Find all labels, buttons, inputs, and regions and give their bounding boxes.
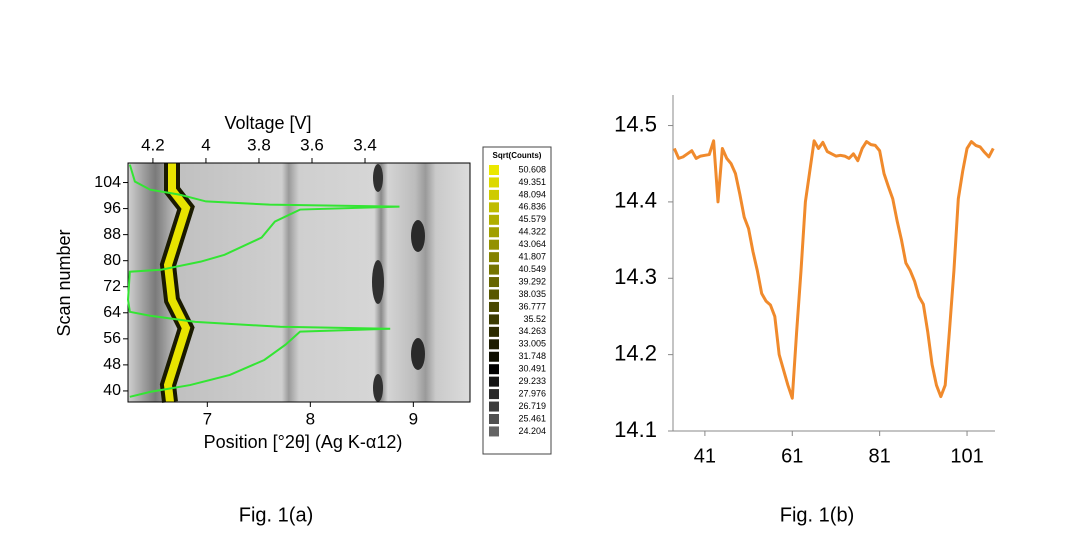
colorbar-swatch	[489, 277, 499, 288]
colorbar-swatch	[489, 364, 499, 375]
colorbar-label: 49.351	[518, 177, 546, 187]
colorbar-swatch	[489, 376, 499, 387]
colorbar-label: 46.836	[518, 202, 546, 212]
x2-axis-label: Voltage [V]	[224, 113, 311, 133]
colorbar-swatch	[489, 351, 499, 362]
heatmap-feature	[411, 338, 425, 370]
y-tick-label: 14.3	[614, 264, 657, 289]
x-tick-label: 81	[869, 445, 891, 467]
colorbar-label: 36.777	[518, 301, 546, 311]
y-tick-label: 56	[103, 330, 121, 347]
x-tick-label: 9	[409, 409, 418, 428]
y-tick-label: 80	[103, 252, 121, 269]
x2-tick-label: 4	[201, 135, 210, 154]
colorbar-label: 25.461	[518, 413, 546, 423]
colorbar-swatch	[489, 426, 499, 437]
colorbar-label: 38.035	[518, 289, 546, 299]
colorbar-label: 29.233	[518, 376, 546, 386]
y-tick-label: 104	[94, 174, 121, 191]
heatmap-feature	[411, 220, 425, 252]
voltage-curve	[126, 164, 400, 398]
colorbar-label: 26.719	[518, 401, 546, 411]
colorbar-swatch	[489, 326, 499, 337]
colorbar-swatch	[489, 414, 499, 424]
colorbar-swatch	[489, 314, 499, 325]
colorbar-label: 43.064	[518, 239, 546, 249]
heatmap-feature	[372, 260, 384, 304]
colorbar-label: 34.263	[518, 326, 546, 336]
x-axis-label: Position [°2θ] (Ag K-α12)	[204, 432, 403, 452]
y-tick-label: 48	[103, 356, 121, 373]
heatmap-image	[128, 163, 470, 403]
colorbar-label: 39.292	[518, 276, 546, 286]
x-tick-label: 101	[950, 445, 983, 467]
y-tick-label: 88	[103, 226, 121, 243]
colorbar-label: 31.748	[518, 351, 546, 361]
x-tick-label: 41	[694, 445, 716, 467]
plot-frame	[127, 162, 471, 403]
colorbar-label: 50.608	[518, 164, 546, 174]
colorbar-swatch	[489, 239, 499, 250]
colorbar-swatch	[489, 165, 499, 175]
x2-tick-label: 3.8	[247, 135, 271, 154]
colorbar-label: 40.549	[518, 264, 546, 274]
colorbar-swatch	[489, 214, 499, 225]
colorbar-swatch	[489, 202, 499, 213]
y-tick-label: 14.5	[614, 111, 657, 136]
colorbar-swatch	[489, 301, 499, 312]
colorbar-label: 48.094	[518, 189, 546, 199]
heatmap-feature	[373, 164, 383, 192]
colorbar-label: 30.491	[518, 364, 546, 374]
y-tick-label: 96	[103, 200, 121, 217]
caption: Fig. 1(b)	[780, 504, 854, 526]
line-series	[672, 139, 995, 400]
y-tick-label: 14.2	[614, 340, 657, 365]
x2-tick-label: 3.4	[353, 135, 377, 154]
colorbar-title: Sqrt(Counts)	[493, 151, 542, 160]
x2-tick-label: 4.2	[141, 135, 165, 154]
colorbar-swatch	[489, 177, 499, 188]
colorbar-swatch	[489, 401, 499, 412]
colorbar-swatch	[489, 289, 499, 300]
colorbar-swatch	[489, 264, 499, 275]
y-tick-label: 40	[103, 382, 121, 399]
y-axis-label: Scan number	[54, 229, 74, 336]
y-tick-label: 72	[103, 278, 121, 295]
y-tick-label: 64	[103, 304, 121, 321]
x-tick-label: 8	[306, 409, 315, 428]
colorbar-swatch	[489, 189, 499, 200]
y-tick-label: 14.1	[614, 417, 657, 442]
colorbar-label: 24.204	[518, 426, 546, 436]
x2-tick-label: 3.6	[300, 135, 324, 154]
colorbar-label: 41.807	[518, 252, 546, 262]
y-tick-label: 14.4	[614, 188, 657, 213]
caption: Fig. 1(a)	[239, 504, 313, 526]
x-tick-label: 7	[203, 409, 212, 428]
colorbar-label: 27.976	[518, 388, 546, 398]
colorbar-label: 35.52	[523, 314, 546, 324]
colorbar-swatch	[489, 227, 499, 238]
colorbar-swatch	[489, 252, 499, 263]
x-tick-label: 61	[781, 445, 803, 467]
colorbar-swatch	[489, 339, 499, 350]
colorbar-label: 45.579	[518, 214, 546, 224]
colorbar-label: 33.005	[518, 339, 546, 349]
colorbar-swatch	[489, 389, 499, 400]
colorbar-label: 44.322	[518, 227, 546, 237]
heatmap-feature	[373, 374, 383, 402]
